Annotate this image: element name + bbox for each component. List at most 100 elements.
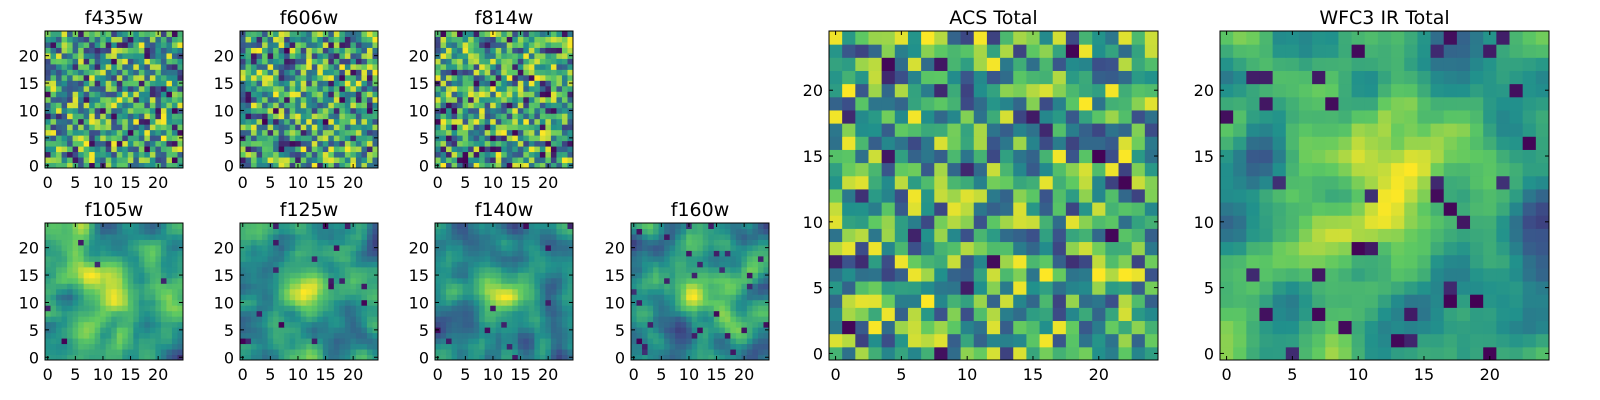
heatmap-cell xyxy=(757,250,764,257)
heatmap-cell xyxy=(171,113,178,120)
heatmap-cell xyxy=(300,118,307,125)
heatmap-cell xyxy=(300,52,307,59)
heatmap-cell xyxy=(506,277,513,284)
heatmap-cell xyxy=(111,338,118,345)
heatmap-cell xyxy=(45,316,52,323)
heatmap-cell xyxy=(702,223,709,229)
heatmap-cell xyxy=(752,332,759,339)
heatmap-cell xyxy=(567,283,574,290)
heatmap-cell xyxy=(556,332,563,339)
heatmap-cell xyxy=(675,338,682,345)
heatmap-cell xyxy=(105,294,112,301)
heatmap-cell xyxy=(67,107,74,114)
heatmap-cell xyxy=(719,244,726,251)
heatmap-cell xyxy=(534,310,541,317)
heatmap-cell xyxy=(45,261,52,268)
heatmap-cell xyxy=(273,41,280,48)
heatmap-cell xyxy=(490,96,497,103)
heatmap-cell xyxy=(322,96,329,103)
heatmap-cell xyxy=(138,129,145,136)
heatmap-cell xyxy=(934,294,948,308)
heatmap-cell xyxy=(89,80,96,87)
heatmap-cell xyxy=(501,74,508,81)
heatmap-cell xyxy=(306,244,313,251)
heatmap-cell xyxy=(67,151,74,158)
heatmap-cell xyxy=(567,151,574,158)
heatmap-cell xyxy=(361,255,368,262)
heatmap-cell xyxy=(1039,267,1054,282)
heatmap-cell xyxy=(240,338,247,345)
heatmap-cell xyxy=(111,162,118,169)
heatmap-cell xyxy=(251,332,258,339)
heatmap-cell xyxy=(322,80,329,87)
heatmap-cell xyxy=(160,266,167,273)
heatmap-cell xyxy=(149,80,156,87)
heatmap-cell xyxy=(561,250,568,257)
heatmap-cell xyxy=(372,239,379,246)
heatmap-cell xyxy=(306,69,313,76)
heatmap-cell xyxy=(289,299,296,306)
heatmap-cell xyxy=(669,343,676,350)
heatmap-cell xyxy=(138,80,145,87)
heatmap-cell xyxy=(462,294,469,301)
heatmap-cell xyxy=(78,113,85,120)
heatmap-cell xyxy=(545,36,552,43)
y-tick-label: 15 xyxy=(214,74,234,93)
heatmap-cell xyxy=(262,223,269,229)
heatmap-cell xyxy=(647,338,654,345)
panel-title: f140w xyxy=(475,199,534,221)
heatmap-cell xyxy=(333,157,340,164)
x-tick-label: 15 xyxy=(510,173,530,192)
heatmap-cell xyxy=(344,91,351,98)
heatmap-cell xyxy=(446,228,453,235)
heatmap-cell xyxy=(512,113,519,120)
heatmap-cell xyxy=(256,343,263,350)
heatmap-cell xyxy=(72,228,79,235)
heatmap-cell xyxy=(317,294,324,301)
heatmap-cell xyxy=(94,338,101,345)
heatmap-cell xyxy=(344,113,351,120)
heatmap-cell xyxy=(468,244,475,251)
heatmap-cell xyxy=(468,31,475,37)
heatmap-cell xyxy=(501,124,508,131)
heatmap-cell xyxy=(517,321,524,328)
heatmap-cell xyxy=(300,255,307,262)
heatmap-cell xyxy=(440,310,447,317)
heatmap-cell xyxy=(473,96,480,103)
heatmap-cell xyxy=(116,80,123,87)
heatmap-cell xyxy=(730,283,737,290)
heatmap-cell xyxy=(78,338,85,345)
heatmap-cell xyxy=(561,118,568,125)
heatmap-cell xyxy=(631,343,638,350)
heatmap-cell xyxy=(517,299,524,306)
heatmap-cell xyxy=(105,343,112,350)
heatmap-cell xyxy=(256,31,263,37)
heatmap-cell xyxy=(177,74,184,81)
heatmap-cell xyxy=(550,96,557,103)
heatmap-cell xyxy=(741,305,748,312)
heatmap-cell xyxy=(506,261,513,268)
heatmap-cell xyxy=(708,277,715,284)
heatmap-cell xyxy=(462,321,469,328)
heatmap-cell xyxy=(256,47,263,54)
heatmap-cell xyxy=(116,58,123,65)
heatmap-cell xyxy=(94,58,101,65)
heatmap-cell xyxy=(251,349,258,356)
heatmap-cell xyxy=(83,316,90,323)
heatmap-cell xyxy=(567,294,574,301)
heatmap-cell xyxy=(1144,267,1159,282)
heatmap-cell xyxy=(556,316,563,323)
heatmap-cell xyxy=(642,272,649,279)
heatmap-cell xyxy=(122,294,129,301)
heatmap-cell xyxy=(528,244,535,251)
x-tick-label: 10 xyxy=(483,365,503,384)
heatmap-cell xyxy=(278,299,285,306)
heatmap-cell xyxy=(484,233,491,240)
heatmap-cell xyxy=(361,354,368,361)
heatmap-cell xyxy=(366,80,373,87)
heatmap-cell xyxy=(1131,241,1146,256)
heatmap-cell xyxy=(1026,320,1041,335)
heatmap-cell xyxy=(484,118,491,125)
heatmap-cell xyxy=(149,146,156,153)
heatmap-cell xyxy=(545,332,552,339)
